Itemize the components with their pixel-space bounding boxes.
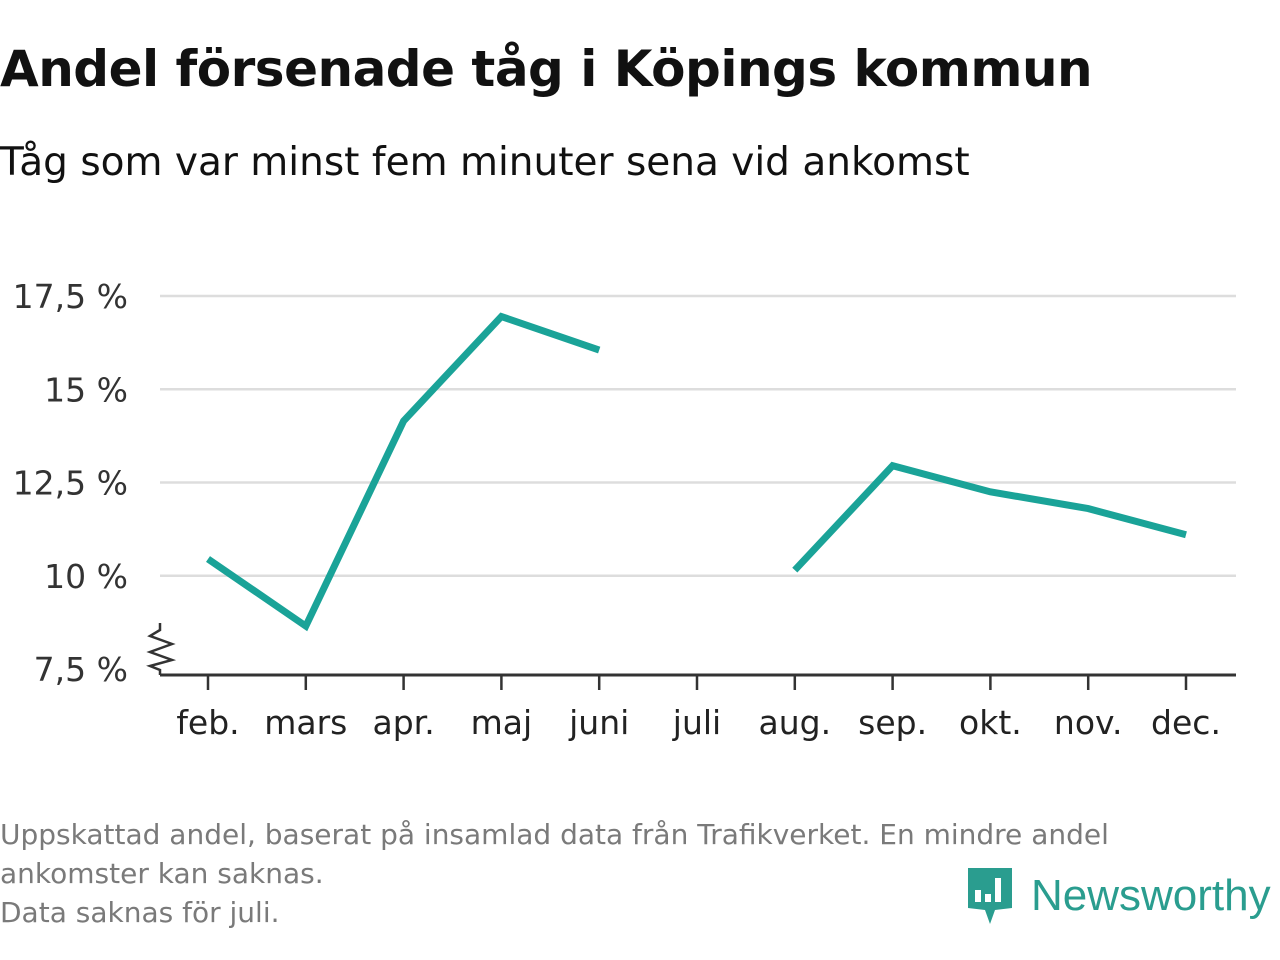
axis-break-icon (146, 623, 177, 675)
x-tick-label: apr. (372, 703, 434, 742)
x-tick-label: juni (568, 703, 629, 742)
footnote-line: ankomster kan saknas. (0, 857, 324, 890)
x-tick-label: juli (672, 703, 721, 742)
gridlines (160, 294, 1236, 577)
footnote-line: Uppskattad andel, baserat på insamlad da… (0, 818, 1109, 851)
series-line (206, 312, 601, 632)
line-chart: 7,5 % 10 % 12,5 % 15 % 17,5 % feb. mars apr. maj… (13, 277, 1236, 742)
y-tick-label: 12,5 % (13, 464, 128, 503)
series-line (792, 461, 1187, 573)
x-tick-label: feb. (176, 703, 239, 742)
footnote-line: Data saknas för juli. (0, 896, 280, 929)
chart-subtitle: Tåg som var minst fem minuter sena vid a… (0, 140, 970, 185)
brand-logo: Newsworthy (965, 866, 1271, 926)
x-tick-label: aug. (759, 703, 832, 742)
chart-title: Andel försenade tåg i Köpings kommun (0, 40, 1093, 98)
axes: 7,5 % 10 % 12,5 % 15 % 17,5 % feb. mars apr. maj… (13, 277, 1236, 742)
y-tick-label: 7,5 % (34, 650, 128, 689)
y-tick-label: 10 % (44, 557, 128, 596)
series-layer (206, 312, 1187, 632)
x-tick-label: dec. (1151, 703, 1221, 742)
x-tick-label: okt. (959, 703, 1022, 742)
footnote: Uppskattad andel, baserat på insamlad da… (0, 815, 1270, 932)
x-tick-label: nov. (1054, 703, 1123, 742)
x-tick-label: mars (264, 703, 347, 742)
brand-name: Newsworthy (1031, 871, 1271, 920)
x-tick-label: sep. (858, 703, 927, 742)
y-tick-label: 15 % (44, 370, 128, 409)
y-tick-label: 17,5 % (13, 277, 128, 316)
x-tick-label: maj (471, 703, 533, 742)
newsworthy-logo-icon (968, 868, 1012, 924)
